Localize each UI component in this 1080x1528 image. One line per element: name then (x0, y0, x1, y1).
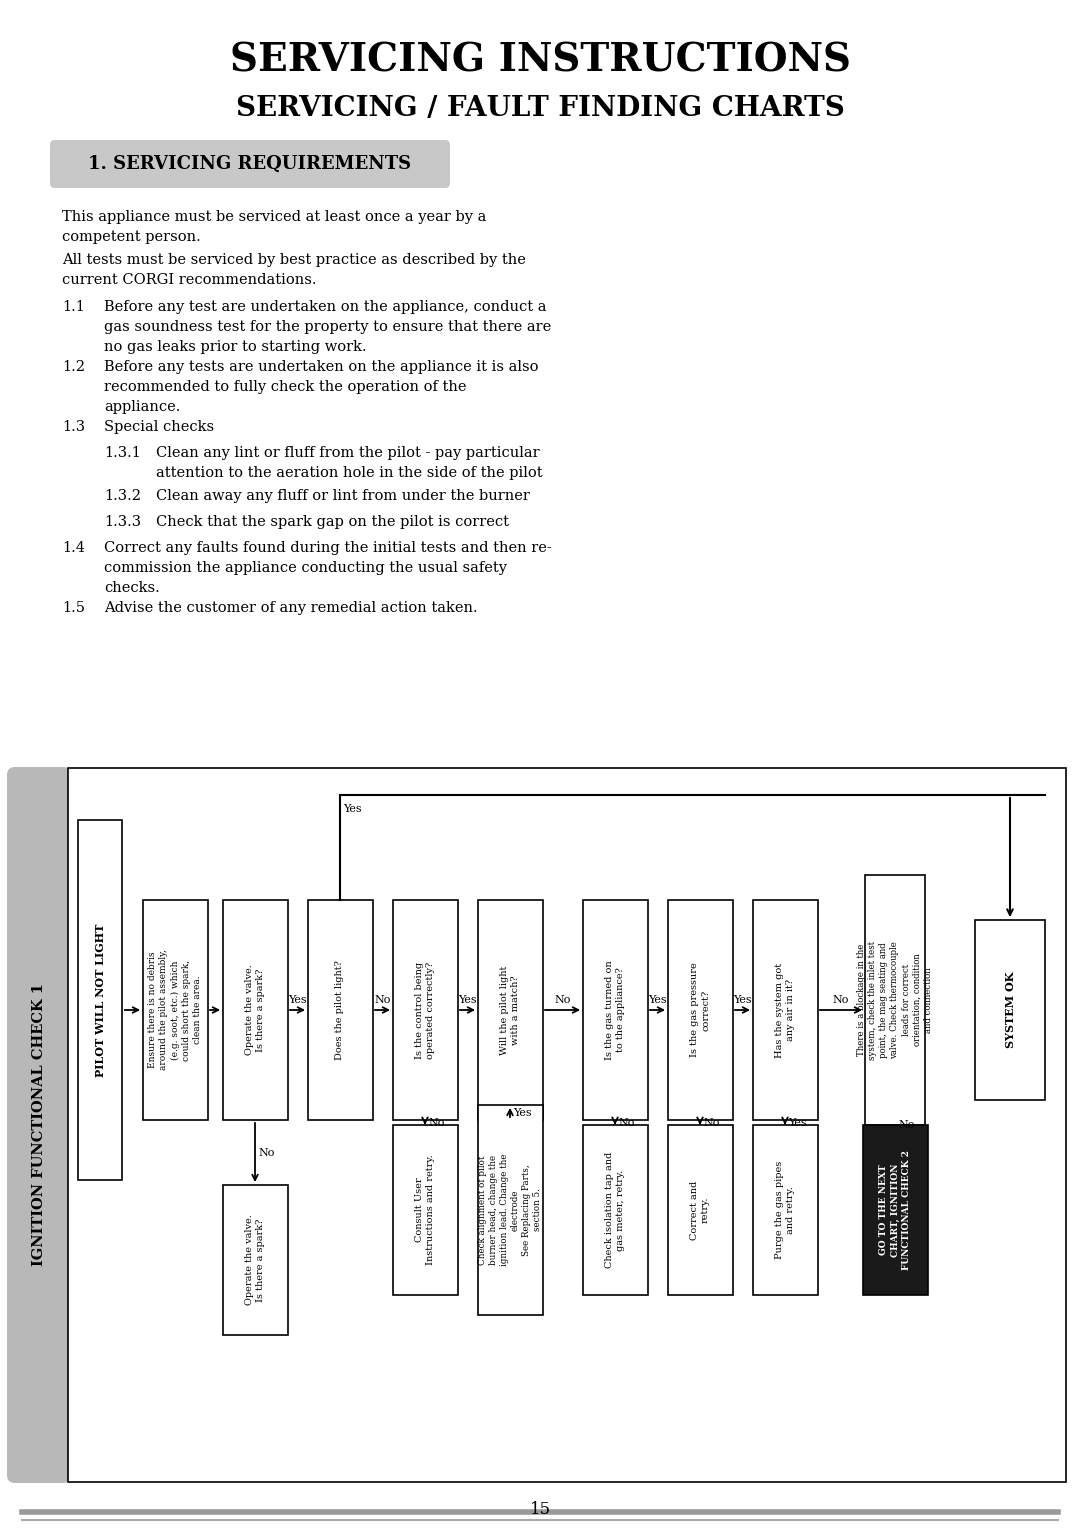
Text: Yes: Yes (787, 1117, 807, 1128)
Text: No: No (429, 1117, 445, 1128)
Text: 1.3.1: 1.3.1 (104, 446, 140, 460)
Text: Yes: Yes (458, 995, 476, 1005)
Text: Ensure there is no debris
around the pilot assembly,
(e.g. soot, etc.) which
cou: Ensure there is no debris around the pil… (148, 949, 202, 1071)
Bar (667, 900, 732, 1120)
Text: Special checks: Special checks (104, 420, 214, 434)
Bar (308, 900, 373, 1120)
Text: Clean any lint or fluff from the pilot - pay particular
attention to the aeratio: Clean any lint or fluff from the pilot -… (156, 446, 542, 480)
Text: Consult User
Instructions and retry.: Consult User Instructions and retry. (415, 1155, 435, 1265)
Text: Yes: Yes (288, 995, 307, 1005)
Bar (753, 900, 818, 1120)
Text: No: No (375, 995, 391, 1005)
Text: Operate the valve.
Is there a spark?: Operate the valve. Is there a spark? (245, 964, 265, 1056)
Text: Will the pilot light
with a match?: Will the pilot light with a match? (500, 966, 521, 1054)
Text: Check alignment of pilot
burner head, change the
ignition lead. Change the
elect: Check alignment of pilot burner head, ch… (477, 1154, 542, 1267)
Text: 1.5: 1.5 (62, 601, 85, 614)
Text: Correct and
retry.: Correct and retry. (690, 1180, 710, 1239)
Text: 15: 15 (529, 1502, 551, 1519)
FancyBboxPatch shape (6, 767, 71, 1484)
Text: Is the control being
operated correctly?: Is the control being operated correctly? (415, 961, 435, 1059)
Bar (68, 769, 1066, 1482)
Text: No: No (259, 1148, 275, 1158)
Text: GO TO THE NEXT
CHART, IGNITION
FUNCTIONAL CHECK 2: GO TO THE NEXT CHART, IGNITION FUNCTIONA… (879, 1151, 910, 1270)
Text: Advise the customer of any remedial action taken.: Advise the customer of any remedial acti… (104, 601, 477, 614)
Text: Before any tests are undertaken on the appliance it is also
recommended to fully: Before any tests are undertaken on the a… (104, 361, 539, 414)
Text: SERVICING INSTRUCTIONS: SERVICING INSTRUCTIONS (229, 41, 851, 79)
Bar (222, 1186, 287, 1335)
Text: Before any test are undertaken on the appliance, conduct a
gas soundness test fo: Before any test are undertaken on the ap… (104, 299, 551, 354)
Text: Is the gas turned on
to the appliance?: Is the gas turned on to the appliance? (605, 960, 625, 1060)
Text: Has the system got
any air in it?: Has the system got any air in it? (775, 963, 795, 1057)
Text: 1.2: 1.2 (62, 361, 85, 374)
Bar (78, 821, 122, 1180)
Bar (15, 775, 63, 1475)
Text: Yes: Yes (342, 804, 362, 814)
Bar (143, 900, 207, 1120)
Text: There is a blockage in the
system, check the inlet test
point, the mag seating a: There is a blockage in the system, check… (858, 940, 933, 1059)
Bar (667, 1125, 732, 1296)
Text: Yes: Yes (648, 995, 666, 1005)
Text: No: No (899, 1120, 915, 1131)
Text: Yes: Yes (733, 995, 752, 1005)
Text: 1.3.3: 1.3.3 (104, 515, 141, 529)
Text: Does the pilot light?: Does the pilot light? (336, 960, 345, 1060)
Text: SYSTEM OK: SYSTEM OK (1004, 972, 1015, 1048)
Text: All tests must be serviced by best practice as described by the
current CORGI re: All tests must be serviced by best pract… (62, 254, 526, 287)
Text: 1. SERVICING REQUIREMENTS: 1. SERVICING REQUIREMENTS (89, 154, 411, 173)
Bar (222, 900, 287, 1120)
Text: Check isolation tap and
gas meter, retry.: Check isolation tap and gas meter, retry… (605, 1152, 625, 1268)
Text: Operate the valve.
Is there a spark?: Operate the valve. Is there a spark? (245, 1215, 265, 1305)
Bar (392, 900, 458, 1120)
Text: No: No (619, 1117, 635, 1128)
Text: Clean away any fluff or lint from under the burner: Clean away any fluff or lint from under … (156, 489, 530, 503)
Text: Is the gas pressure
correct?: Is the gas pressure correct? (690, 963, 710, 1057)
Text: Check that the spark gap on the pilot is correct: Check that the spark gap on the pilot is… (156, 515, 509, 529)
Text: No: No (833, 995, 849, 1005)
Text: Purge the gas pipes
and retry.: Purge the gas pipes and retry. (775, 1161, 795, 1259)
Text: 1.1: 1.1 (62, 299, 85, 313)
Text: 1.3: 1.3 (62, 420, 85, 434)
Text: 1.3.2: 1.3.2 (104, 489, 141, 503)
Text: No: No (554, 995, 570, 1005)
Text: This appliance must be serviced at least once a year by a
competent person.: This appliance must be serviced at least… (62, 209, 486, 244)
Bar (863, 1125, 928, 1296)
Text: PILOT WILL NOT LIGHT: PILOT WILL NOT LIGHT (95, 923, 106, 1077)
Bar (582, 900, 648, 1120)
Bar (865, 876, 924, 1125)
Bar (975, 920, 1045, 1100)
Bar (477, 900, 542, 1120)
Text: Yes: Yes (513, 1108, 531, 1117)
Text: Correct any faults found during the initial tests and then re-
commission the ap: Correct any faults found during the init… (104, 541, 552, 594)
Text: IGNITION FUNCTIONAL CHECK 1: IGNITION FUNCTIONAL CHECK 1 (32, 984, 46, 1267)
FancyBboxPatch shape (50, 141, 450, 188)
Bar (582, 1125, 648, 1296)
Text: SERVICING / FAULT FINDING CHARTS: SERVICING / FAULT FINDING CHARTS (235, 95, 845, 122)
Bar (392, 1125, 458, 1296)
Text: 1.4: 1.4 (62, 541, 85, 555)
Bar (753, 1125, 818, 1296)
Bar (477, 1105, 542, 1316)
Text: No: No (704, 1117, 720, 1128)
